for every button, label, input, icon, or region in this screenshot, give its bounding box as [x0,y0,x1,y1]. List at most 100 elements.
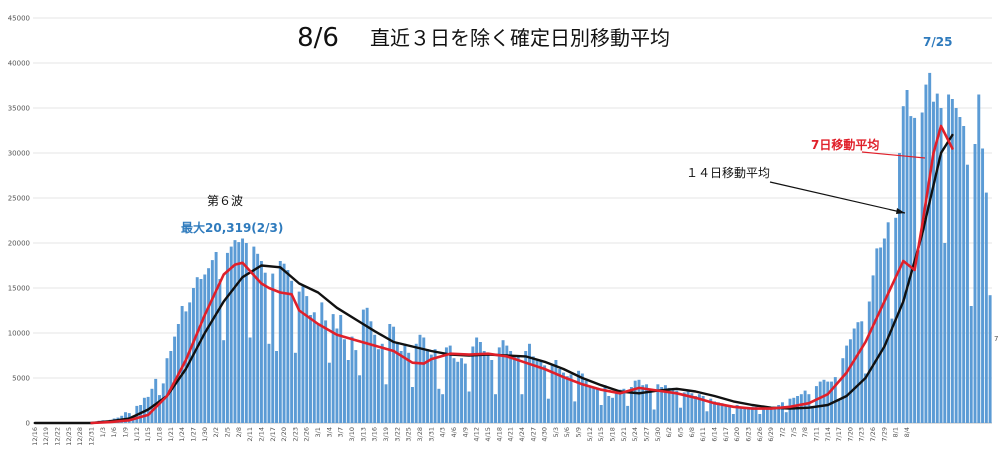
peak-date-label: 7/25 [923,35,952,49]
x-tick-label: 7/26 [869,427,877,442]
bar [384,384,388,423]
x-tick-label: 2/2 [212,427,220,437]
bar [633,380,637,423]
y-tick-label: 35000 [8,105,30,113]
bar [656,384,660,423]
x-tick-label: 12/16 [31,427,39,446]
bar [422,337,426,423]
bar [603,385,607,423]
x-tick-label: 7/14 [824,427,832,442]
ma7-pointer-line [861,151,926,159]
x-tick-label: 3/7 [337,427,345,437]
bar [769,409,773,423]
x-tick-label: 1/3 [99,427,107,437]
bar [981,148,985,423]
bar [271,273,275,423]
x-tick-label: 3/10 [348,427,356,442]
bar [675,390,679,423]
x-tick-label: 6/29 [767,427,775,442]
bar [456,361,460,423]
bar [588,387,592,423]
bar [407,352,411,423]
bar [380,343,384,423]
x-tick-label: 3/19 [382,427,390,442]
bar [924,84,928,423]
bar [905,90,909,423]
bar [856,322,860,423]
bar [614,393,618,423]
bar [339,315,343,423]
x-tick-label: 12/22 [54,427,62,446]
bar [361,309,365,423]
bar [679,407,682,423]
y-axis-ticks: 0 5000 10000 15000 20000 25000 30000 35000 40000… [8,15,30,428]
bar [316,324,320,423]
x-tick-label: 8/1 [892,427,900,437]
bar [207,268,211,423]
bar [864,373,867,423]
y-tick-label: 5000 [12,375,30,383]
bar [161,383,165,423]
bar [611,397,615,423]
ma7-line [90,124,954,425]
bar [716,402,720,423]
y-tick-label: 45000 [8,15,30,23]
chart-title: 直近３日を除く確定日別移動平均 [370,26,670,50]
bar [444,347,448,423]
bar [818,381,822,423]
bar [731,414,735,423]
bar [626,405,630,423]
bar [403,343,407,423]
bar [882,238,886,423]
x-tick-label: 5/18 [609,427,617,442]
bar [724,405,728,423]
bar [263,272,267,423]
x-tick-label: 4/3 [439,427,447,437]
bar [229,246,233,423]
bar [433,349,437,423]
x-tick-label: 12/19 [42,427,50,446]
x-tick-label: 3/1 [314,427,322,437]
bar [327,362,331,423]
x-tick-label: 2/17 [269,427,277,442]
bar [939,108,943,423]
bar [879,247,883,423]
bar [584,380,588,423]
bar [811,405,815,423]
bar [705,411,709,423]
bar [898,153,901,423]
bar [943,243,947,423]
x-tick-label: 4/6 [450,427,458,437]
bar [697,394,701,423]
bar [452,358,456,423]
x-tick-label: 12/28 [76,427,84,446]
bar [297,291,301,423]
y-tick-label: 30000 [8,150,30,158]
bar [901,106,905,423]
bar [335,328,339,423]
x-tick-label: 6/26 [756,427,764,442]
bar [845,345,849,423]
bar [437,388,441,423]
bar [350,336,354,423]
bar [671,387,675,423]
x-tick-label: 6/11 [699,427,707,442]
bar [267,343,271,423]
x-tick-label: 2/11 [246,427,254,442]
bar [762,406,766,423]
bar [909,116,913,423]
x-tick-label: 5/15 [597,427,605,442]
bar [920,112,924,423]
ma7-label: 7日移動平均 [811,137,879,152]
bar [524,351,528,423]
bar [886,222,890,423]
bar [592,387,596,423]
bar [429,354,433,423]
x-tick-label: 5/30 [654,427,662,442]
x-tick-label: 3/25 [405,427,413,442]
bar [645,384,648,423]
bar [320,302,324,423]
x-tick-label: 6/5 [677,427,685,437]
bar [414,343,418,423]
moving-average-lines [33,124,954,425]
